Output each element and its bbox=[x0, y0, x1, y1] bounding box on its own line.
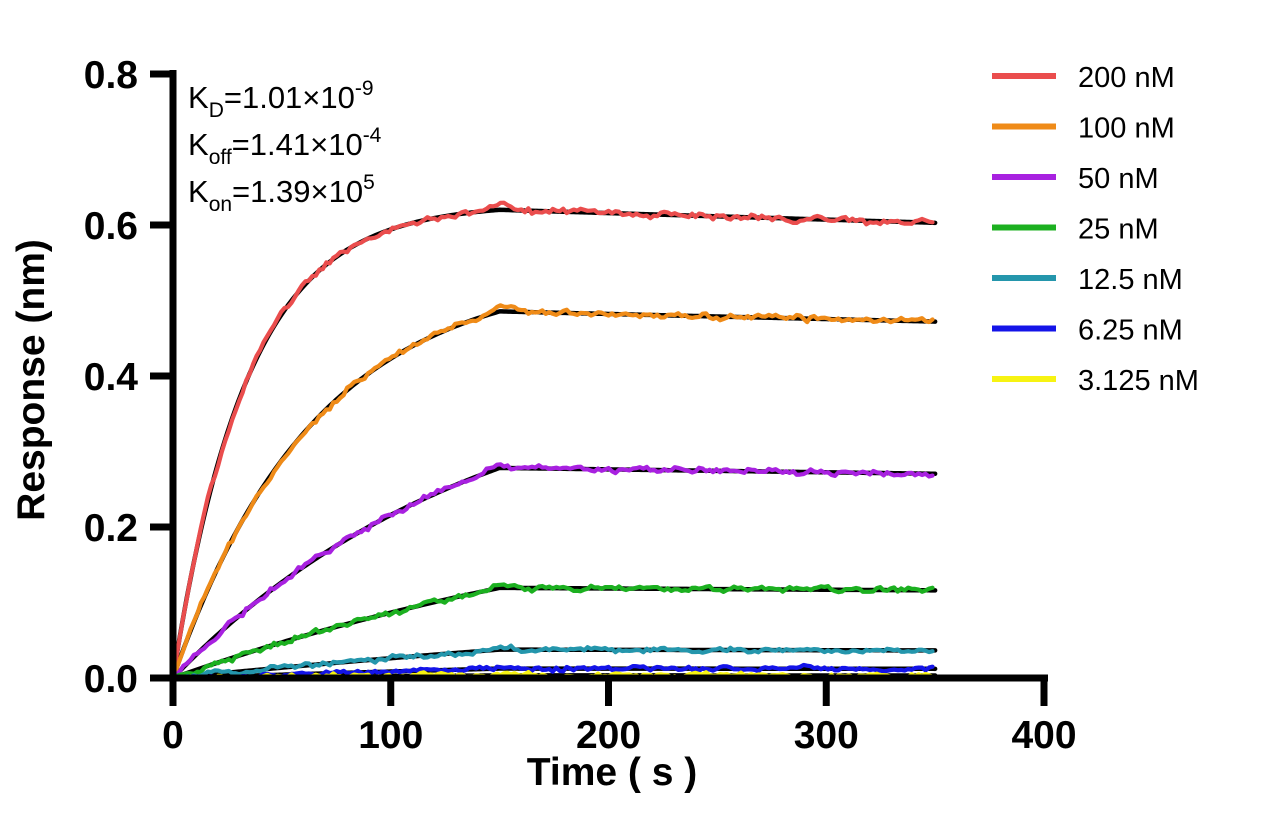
koff-subscript: off bbox=[209, 146, 232, 169]
x-axis-ticks bbox=[169, 678, 1048, 706]
koff-value: =1.41×10 bbox=[232, 127, 363, 162]
kinetics-annotation: KD=1.01×10-9 Koff=1.41×10-4 Kon=1.39×105 bbox=[188, 77, 382, 216]
legend-label-3[interactable]: 25 nM bbox=[1078, 214, 1159, 246]
fit-line-1 bbox=[170, 309, 938, 681]
y-tick-label-3: 0.6 bbox=[84, 205, 138, 248]
y-axis-ticks bbox=[150, 70, 173, 682]
y-tick-label-0: 0.0 bbox=[84, 658, 138, 701]
data-curve-5 bbox=[170, 662, 935, 681]
x-tick-label-4: 400 bbox=[1011, 714, 1076, 757]
legend-label-4[interactable]: 12.5 nM bbox=[1078, 264, 1183, 296]
y-tick-label-1: 0.2 bbox=[84, 507, 138, 550]
koff-annotation: Koff=1.41×10-4 bbox=[188, 124, 382, 169]
y-axis-title: Response (nm) bbox=[10, 239, 53, 521]
data-curve-4 bbox=[170, 643, 935, 681]
fit-line-0 bbox=[170, 207, 938, 681]
axes-layer bbox=[150, 70, 1048, 706]
legend-label-1[interactable]: 100 nM bbox=[1078, 113, 1175, 145]
legend-label-6[interactable]: 3.125 nM bbox=[1078, 365, 1199, 397]
kon-subscript: on bbox=[209, 193, 232, 216]
kd-subscript: D bbox=[209, 99, 224, 122]
chart-legend: 200 nM 100 nM 50 nM 25 nM 12.5 nM 6.25 nM 3.12… bbox=[992, 62, 1199, 397]
koff-symbol: K bbox=[188, 127, 209, 162]
x-tick-label-3: 300 bbox=[794, 714, 859, 757]
kd-symbol: K bbox=[188, 80, 209, 115]
x-tick-label-0: 0 bbox=[162, 714, 184, 757]
kd-value: =1.01×10 bbox=[224, 80, 355, 115]
y-tick-label-2: 0.4 bbox=[84, 356, 139, 399]
kon-value: =1.39×10 bbox=[232, 174, 363, 209]
kon-symbol: K bbox=[188, 174, 209, 209]
kon-annotation: Kon=1.39×105 bbox=[188, 171, 375, 216]
legend-label-5[interactable]: 6.25 nM bbox=[1078, 315, 1183, 347]
kon-exponent: 5 bbox=[363, 171, 375, 194]
data-curve-0 bbox=[170, 200, 935, 681]
y-tick-label-4: 0.8 bbox=[84, 54, 138, 97]
x-axis-tick-labels: 0 100 200 300 400 bbox=[162, 714, 1076, 757]
x-axis-title: Time ( s ) bbox=[527, 751, 698, 794]
legend-label-2[interactable]: 50 nM bbox=[1078, 163, 1159, 195]
x-tick-label-2: 200 bbox=[576, 714, 641, 757]
curves-layer bbox=[170, 200, 938, 681]
kd-annotation: KD=1.01×10-9 bbox=[188, 77, 374, 122]
y-axis-tick-labels: 0.0 0.2 0.4 0.6 0.8 bbox=[84, 54, 139, 701]
data-curve-1 bbox=[170, 303, 935, 681]
x-tick-label-1: 100 bbox=[358, 714, 423, 757]
data-curve-3 bbox=[170, 582, 935, 681]
kd-exponent: -9 bbox=[355, 77, 374, 100]
koff-exponent: -4 bbox=[363, 124, 382, 147]
data-curve-2 bbox=[170, 462, 935, 681]
legend-label-0[interactable]: 200 nM bbox=[1078, 62, 1175, 94]
